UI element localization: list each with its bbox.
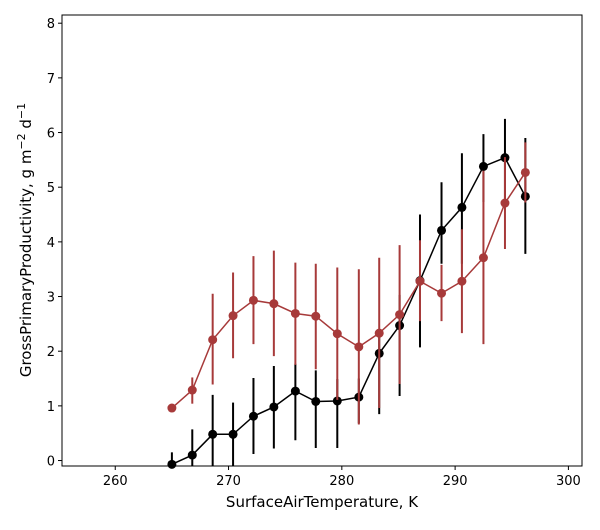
series-1-point [187, 450, 197, 460]
x-tick-label: 270 [216, 474, 241, 489]
series-1-point [228, 429, 238, 439]
series-1-point [437, 225, 447, 235]
series-2-point [374, 328, 384, 338]
series-2 [167, 142, 530, 425]
series-2-point [520, 167, 530, 177]
x-axis-label: SurfaceAirTemperature, K [226, 493, 419, 511]
series-2-line [171, 172, 526, 409]
series-2-point [228, 311, 238, 321]
axes-frame [61, 14, 583, 467]
y-tick-label: 8 [47, 17, 55, 32]
series-1-point [269, 402, 279, 412]
series-2-point [167, 403, 177, 413]
series-2-point [248, 295, 258, 305]
y-tick-label: 6 [47, 127, 55, 142]
series-2-point [332, 329, 342, 339]
series-1-point [167, 459, 177, 469]
y-tick-label: 1 [47, 400, 55, 415]
series-1-point [332, 396, 342, 406]
series-2-point [500, 198, 510, 208]
y-axis-label-exponent-1: −2 [15, 133, 28, 149]
y-tick-label: 7 [47, 72, 55, 87]
x-tick-label: 290 [443, 474, 468, 489]
y-tick-label: 5 [47, 181, 55, 196]
y-tick-label: 4 [47, 236, 55, 251]
y-tick-label: 0 [47, 455, 55, 470]
y-axis-label-base: GrossPrimaryProductivity, g m [17, 150, 35, 378]
x-tick-label: 280 [329, 474, 354, 489]
series-2-point [269, 299, 279, 309]
series-2-point [437, 288, 447, 298]
series-2-point [395, 310, 405, 320]
series-1-point [248, 411, 258, 421]
x-tick-label: 260 [103, 474, 128, 489]
series-2-point [311, 311, 321, 321]
y-axis-label: GrossPrimaryProductivity, g m−2 d−1 [15, 103, 35, 377]
series-1-point [208, 429, 218, 439]
series-1-point [311, 396, 321, 406]
y-tick-label: 3 [47, 291, 55, 306]
series-2-point [290, 308, 300, 318]
series-2-point [478, 253, 488, 263]
y-tick-label: 2 [47, 345, 55, 360]
series-2-point [187, 385, 197, 395]
series-1-point [478, 161, 488, 171]
y-axis-label-mid: d [17, 119, 35, 133]
series-2-point [208, 335, 218, 345]
series-1-point [290, 386, 300, 396]
series-2-point [354, 342, 364, 352]
x-tick-label: 300 [556, 474, 581, 489]
series-1-point [457, 202, 467, 212]
y-axis-label-exponent-2: −1 [15, 103, 28, 119]
series-2-point [457, 276, 467, 286]
series-2-point [415, 276, 425, 286]
